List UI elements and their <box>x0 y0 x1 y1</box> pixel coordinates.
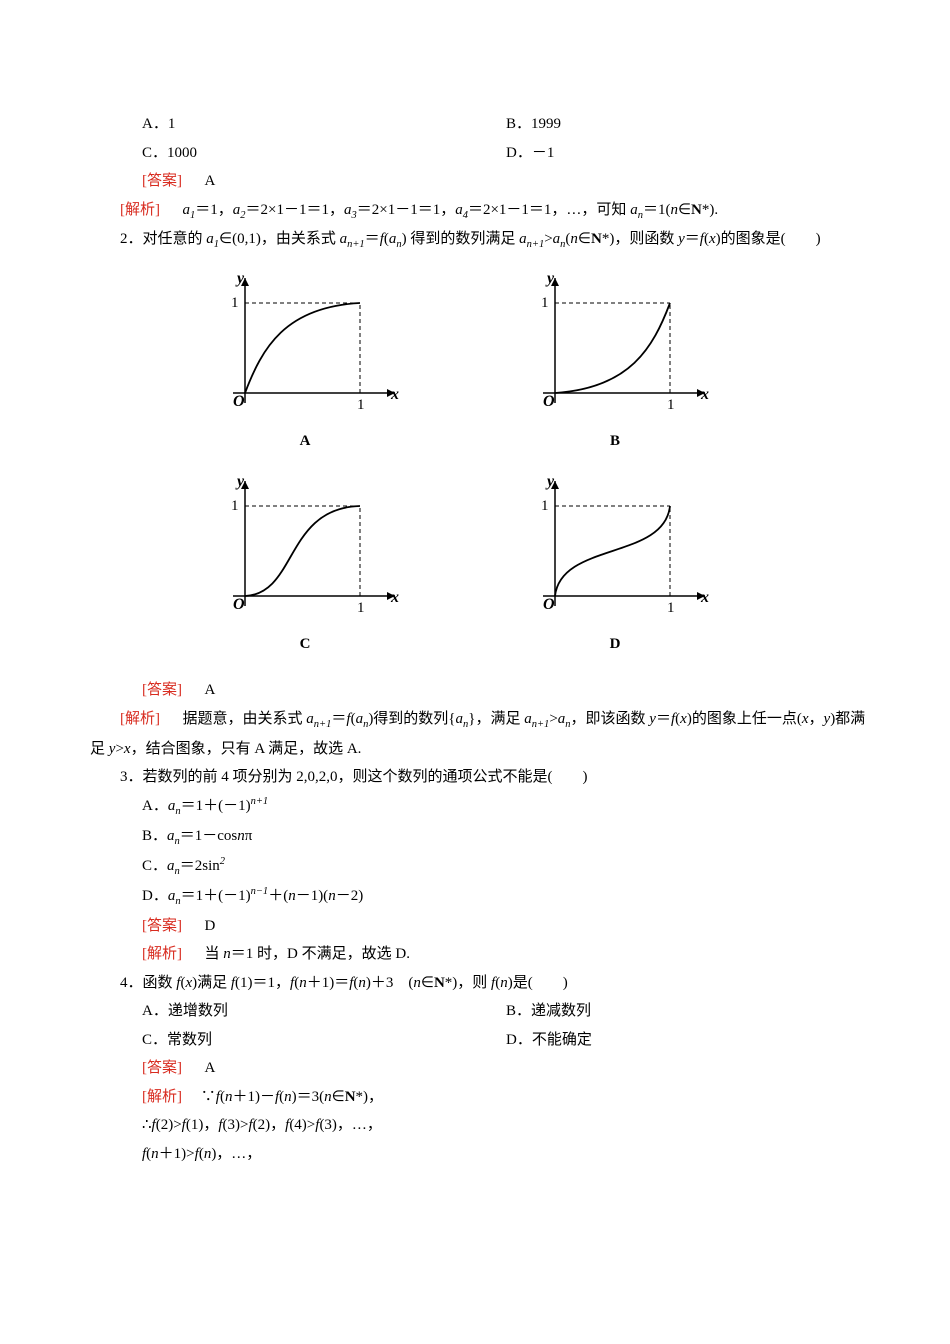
graph-b-label: B <box>490 427 740 456</box>
q1-opt-b: B．1999 <box>506 110 870 139</box>
analysis-label: [解析] <box>120 202 160 218</box>
q4-answer-row: [答案] A <box>90 1054 870 1083</box>
graph-d-cell: O x y 1 1 D <box>490 476 740 659</box>
q3-opt-b: B．an＝1－cosnπ <box>90 822 870 852</box>
svg-text:1: 1 <box>357 397 365 413</box>
answer-label: [答案] <box>142 682 182 698</box>
svg-text:y: y <box>235 273 245 287</box>
q4-opt-a: A．递增数列 <box>142 997 506 1026</box>
svg-text:1: 1 <box>231 295 239 311</box>
answer-label: [答案] <box>142 1060 182 1076</box>
svg-text:x: x <box>700 386 709 403</box>
q4-opt-c: C．常数列 <box>142 1026 506 1055</box>
q4-options-row1: A．递增数列 B．递减数列 <box>90 997 870 1026</box>
graph-c-cell: O x y 1 1 C <box>180 476 430 659</box>
svg-text:O: O <box>543 596 555 613</box>
q4-answer: A <box>205 1060 216 1076</box>
q1-options: A．1 B．1999 <box>90 110 870 139</box>
svg-text:y: y <box>545 476 555 490</box>
answer-label: [答案] <box>142 173 182 189</box>
graph-c: O x y 1 1 <box>205 476 405 626</box>
q1-answer: A <box>205 173 216 189</box>
q2-graphs: O x y 1 1 A O x y 1 1 B <box>180 273 740 658</box>
graph-d: O x y 1 1 <box>515 476 715 626</box>
svg-text:1: 1 <box>541 295 549 311</box>
svg-text:y: y <box>545 273 555 287</box>
answer-label: [答案] <box>142 918 182 934</box>
q1-analysis-text: a1＝1，a2＝2×1－1＝1，a3＝2×1－1＝1，a4＝2×1－1＝1，…，… <box>183 202 719 218</box>
q2-stem: 2．对任意的 a1∈(0,1)，由关系式 an+1＝f(an) 得到的数列满足 … <box>90 225 870 255</box>
q4-options-row2: C．常数列 D．不能确定 <box>90 1026 870 1055</box>
q1-opt-d: D．－1 <box>506 139 870 168</box>
svg-text:1: 1 <box>667 600 675 616</box>
q2-answer-row: [答案] A <box>90 676 870 705</box>
svg-text:1: 1 <box>667 397 675 413</box>
svg-text:x: x <box>390 386 399 403</box>
q3-opt-a: A．an＝1＋(－1)n+1 <box>90 792 870 822</box>
svg-text:1: 1 <box>541 498 549 514</box>
q1-answer-row: [答案] A <box>90 167 870 196</box>
q3-stem: 3．若数列的前 4 项分别为 2,0,2,0，则这个数列的通项公式不能是( ) <box>90 763 870 792</box>
q3-answer: D <box>205 918 216 934</box>
graph-a-label: A <box>180 427 430 456</box>
q2-answer: A <box>205 682 216 698</box>
q3-opt-c: C．an＝2sin2 <box>90 852 870 882</box>
q4-analysis-line3: f(n＋1)>f(n)，…， <box>90 1140 870 1169</box>
svg-text:O: O <box>233 393 245 410</box>
graph-a-cell: O x y 1 1 A <box>180 273 430 456</box>
q4-opt-b: B．递减数列 <box>506 997 870 1026</box>
graph-b-cell: O x y 1 1 B <box>490 273 740 456</box>
graph-a: O x y 1 1 <box>205 273 405 423</box>
q1-opt-a: A．1 <box>142 110 506 139</box>
svg-text:y: y <box>235 476 245 490</box>
q3-answer-row: [答案] D <box>90 912 870 941</box>
q3-analysis: [解析] 当 n＝1 时，D 不满足，故选 D. <box>90 940 870 969</box>
graph-b: O x y 1 1 <box>515 273 715 423</box>
q2-analysis: [解析] 据题意，由关系式 an+1＝f(an)得到的数列{an}，满足 an+… <box>90 705 870 763</box>
svg-text:x: x <box>390 589 399 606</box>
svg-text:1: 1 <box>231 498 239 514</box>
svg-text:1: 1 <box>357 600 365 616</box>
graph-c-label: C <box>180 630 430 659</box>
svg-text:O: O <box>543 393 555 410</box>
analysis-label: [解析] <box>120 711 160 727</box>
q4-stem: 4．函数 f(x)满足 f(1)＝1，f(n＋1)＝f(n)＋3 (n∈N*)，… <box>90 969 870 998</box>
q1-options-row2: C．1000 D．－1 <box>90 139 870 168</box>
analysis-label: [解析] <box>142 946 182 962</box>
svg-text:O: O <box>233 596 245 613</box>
q1-opt-c: C．1000 <box>142 139 506 168</box>
svg-text:x: x <box>700 589 709 606</box>
q3-opt-d: D．an＝1＋(－1)n−1＋(n－1)(n－2) <box>90 882 870 912</box>
q1-analysis: [解析] a1＝1，a2＝2×1－1＝1，a3＝2×1－1＝1，a4＝2×1－1… <box>90 196 870 226</box>
q4-analysis-line2: ∴f(2)>f(1)，f(3)>f(2)，f(4)>f(3)，…， <box>90 1111 870 1140</box>
q4-analysis-line1: [解析] ∵f(n＋1)－f(n)＝3(n∈N*)， <box>90 1083 870 1112</box>
q4-opt-d: D．不能确定 <box>506 1026 870 1055</box>
graph-d-label: D <box>490 630 740 659</box>
analysis-label: [解析] <box>142 1089 182 1105</box>
